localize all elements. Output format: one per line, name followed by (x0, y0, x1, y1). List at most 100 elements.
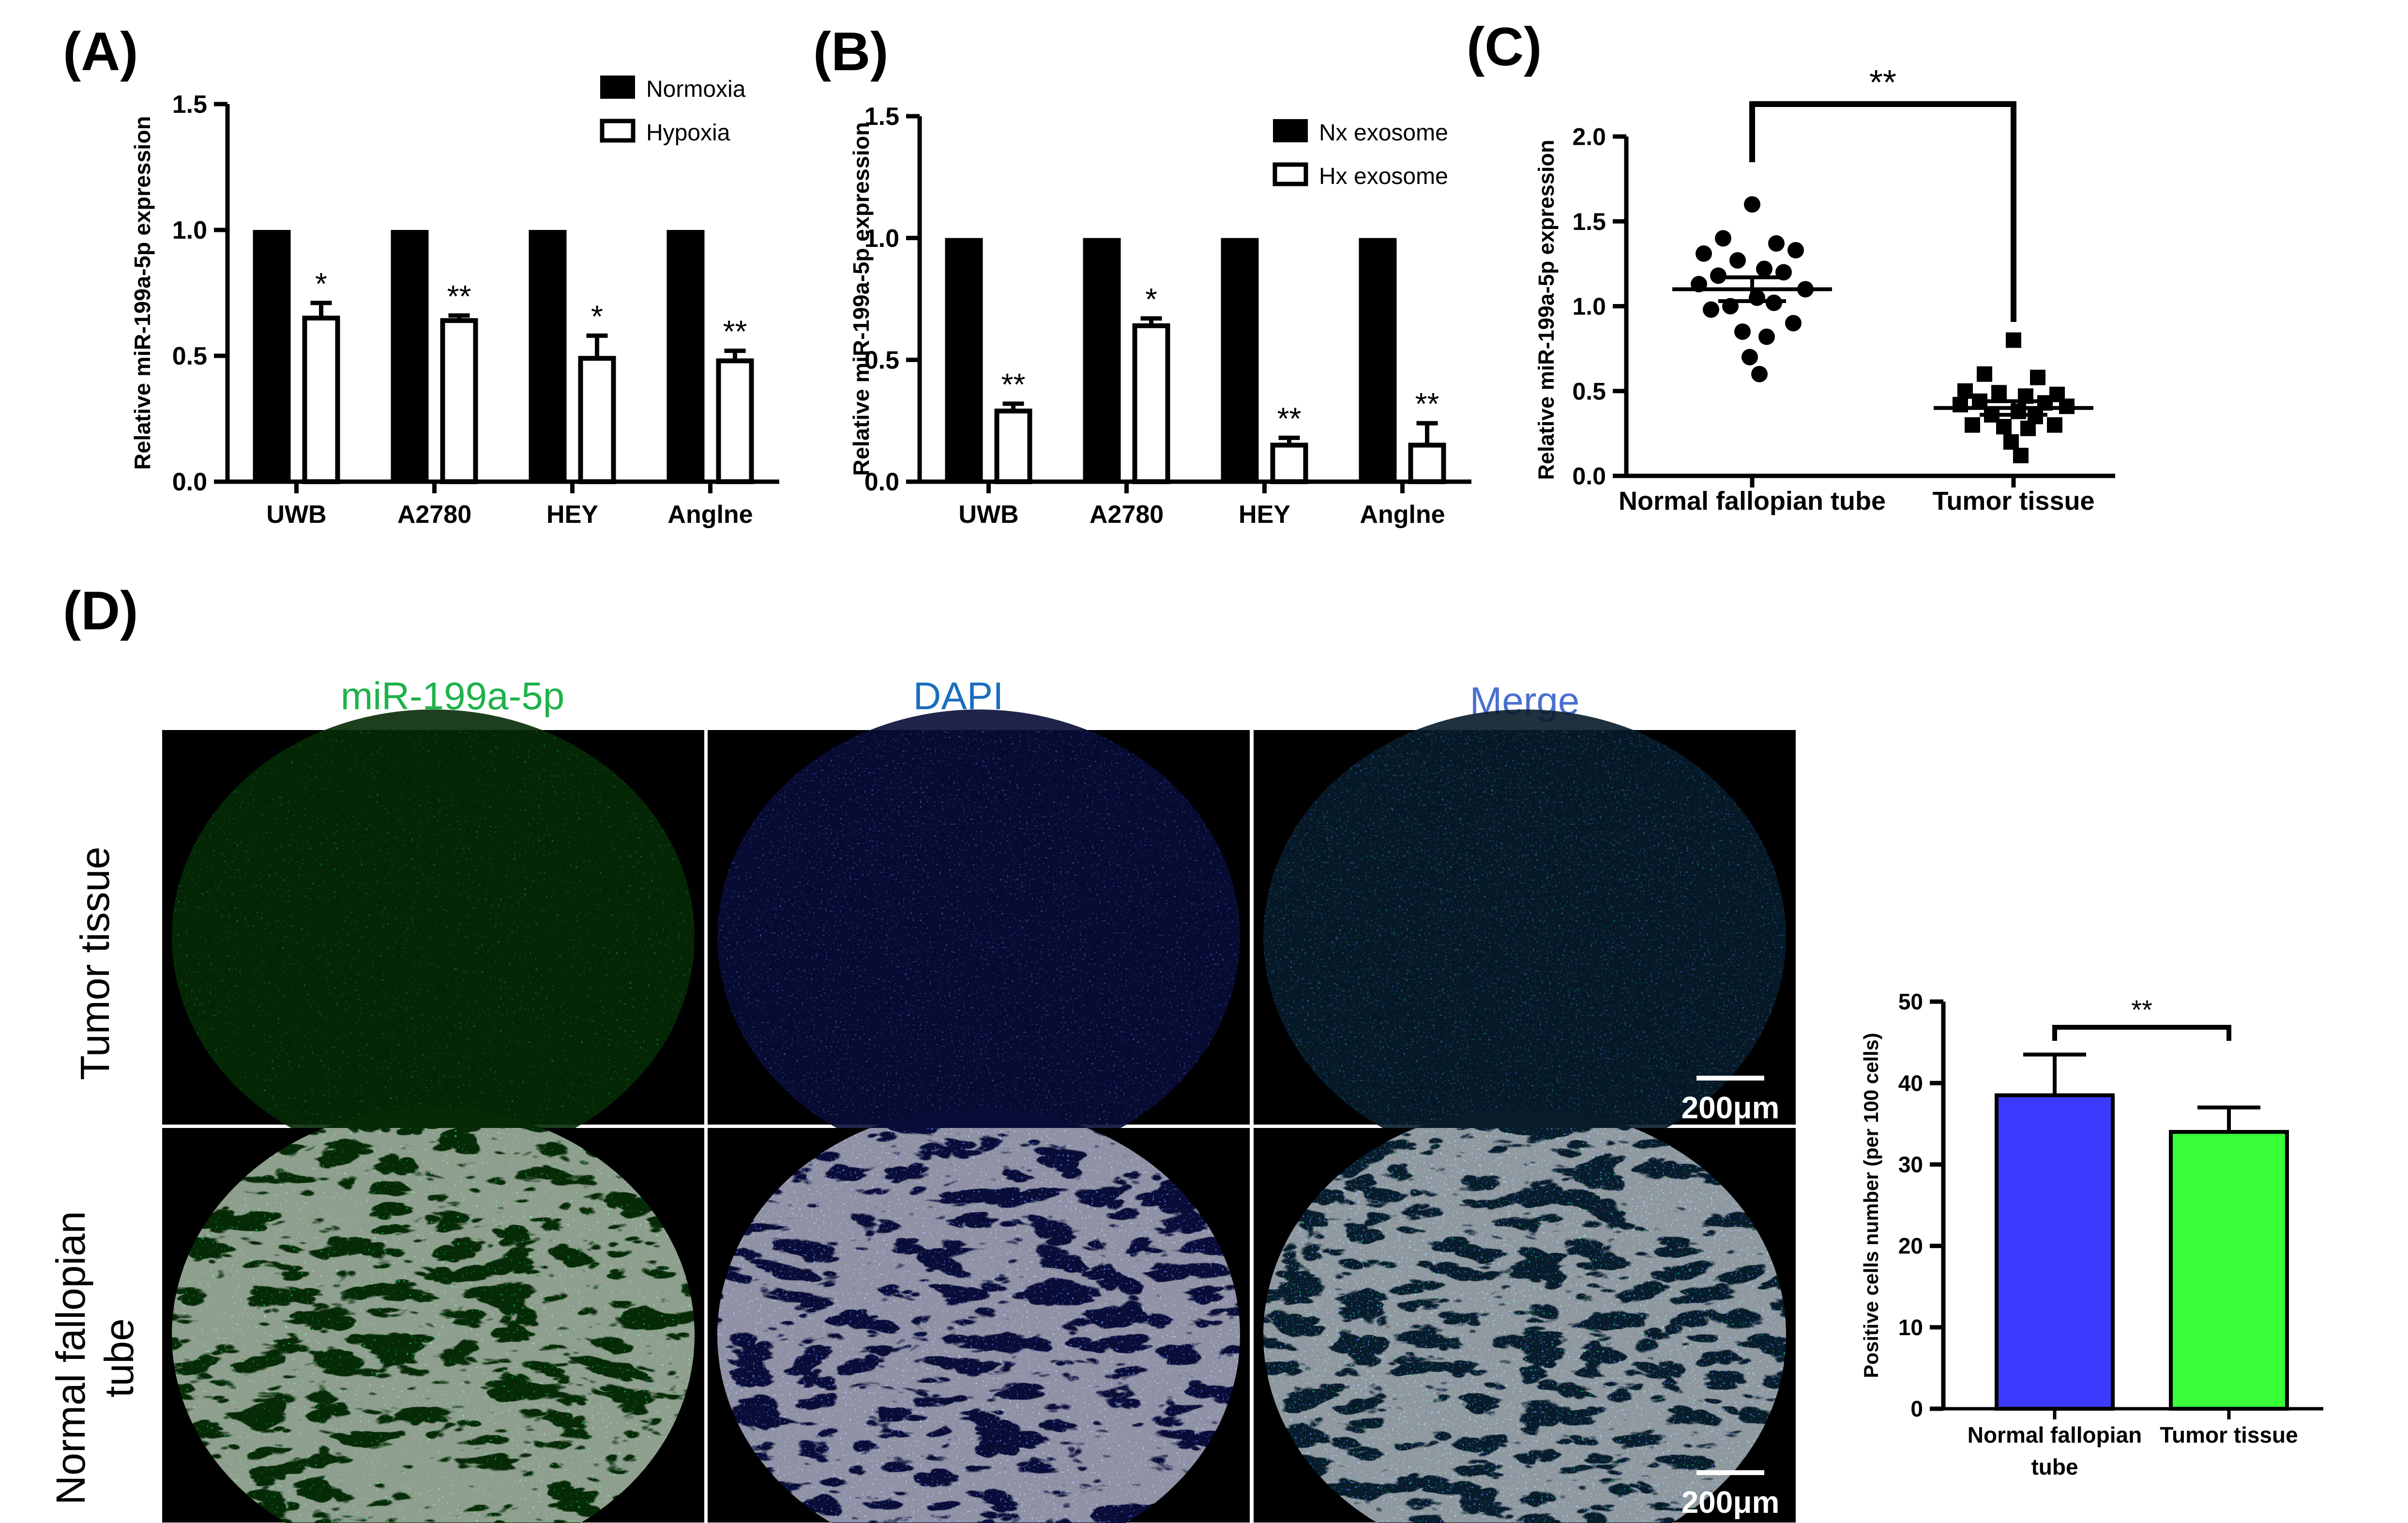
chart-c-point (1957, 383, 1973, 399)
chart-d-y-tick-label: 40 (1898, 1070, 1923, 1096)
chart-d-y-tick-label: 50 (1898, 989, 1923, 1014)
micrograph-grid: miR-199a-5p DAPI Merge Tumor tissue Norm… (48, 674, 1796, 1523)
chart-a-legend-label: Hypoxia (646, 120, 730, 146)
micrograph-tumor-green (162, 709, 704, 1165)
chart-d-x-tick-label: Tumor tissue (2160, 1422, 2298, 1447)
chart-a-y-tick-label: 1.0 (172, 216, 207, 244)
chart-a-legend-label: Normoxia (646, 76, 746, 102)
row-label-normal-line1: Normal fallopian (48, 1211, 93, 1505)
chart-b-y-axis-label: Relative miR-199a-5p expression (848, 122, 874, 476)
chart-d-x-tick-label: Normal fallopian (1968, 1422, 2142, 1447)
chart-c-y-tick-label: 2.0 (1572, 123, 1606, 151)
chart-c: 0.0 0.5 1.0 1.5 2.0 Relative miR-199a-5p expr… (1534, 63, 2115, 516)
chart-a-y-axis-label: Relative miR-199a-5p expression (130, 116, 155, 470)
chart-a-y-tick-label: 1.5 (172, 91, 207, 119)
chart-c-point (1785, 315, 1802, 332)
chart-d-y-tick-label: 0 (1910, 1396, 1923, 1421)
chart-c-point (1965, 417, 1980, 433)
chart-c-y-tick-label: 1.0 (1572, 293, 1606, 320)
chart-b-y-tick-label: 0.0 (864, 468, 899, 496)
chart-b-bar (1132, 323, 1170, 484)
chart-b-significance: ** (1415, 386, 1439, 421)
chart-c-point (1991, 385, 2007, 401)
chart-c-x-tick-label: Tumor tissue (1932, 487, 2094, 516)
micrograph-normal-blue-folds (717, 1128, 1240, 1523)
chart-c-significance-bracket (1749, 101, 2016, 322)
chart-b-y-tick-label: 0.5 (864, 347, 899, 375)
chart-b-bar (1221, 238, 1259, 482)
micrograph-normal-green (162, 1107, 704, 1523)
chart-b-x-tick-label: HEY (1239, 501, 1290, 529)
chart-c-point (1977, 366, 1992, 382)
chart-c-point (2006, 332, 2021, 348)
chart-a-legend-swatch (600, 119, 636, 143)
chart-a-bar (716, 358, 754, 485)
chart-c-point (1744, 196, 1760, 213)
chart-b-bar (1270, 442, 1308, 484)
chart-c-point (1758, 328, 1775, 345)
chart-a-legend-swatch (600, 76, 635, 99)
chart-a-bar (253, 230, 291, 482)
micrograph-tumor-green-green-signal (172, 730, 695, 1125)
chart-c-point (2020, 420, 2036, 436)
chart-b-bar (1083, 238, 1121, 482)
chart-a-y-tick-label: 0.0 (172, 468, 207, 496)
micrograph-tumor-blue-blue-signal (717, 730, 1240, 1125)
chart-d-y-tick-label: 20 (1898, 1234, 1923, 1259)
chart-b-significance: ** (1001, 367, 1026, 402)
chart-c-y-tick-label: 1.5 (1572, 208, 1606, 235)
chart-c-point (1751, 366, 1768, 382)
chart-c-point (2047, 417, 2062, 433)
chart-c-point (1715, 230, 1731, 247)
row-label-tumor: Tumor tissue (72, 847, 118, 1080)
panel-label-a: (A) (63, 21, 138, 82)
chart-c-y-tick-label: 0.0 (1572, 463, 1606, 490)
chart-b-bar (1359, 238, 1397, 482)
panel-label-c: (C) (1467, 16, 1542, 77)
chart-d-significance: ** (2131, 994, 2152, 1025)
chart-d-bar (2169, 1130, 2289, 1411)
chart-a-y-tick-label: 0.5 (172, 342, 207, 370)
chart-b-legend-swatch (1273, 119, 1308, 142)
chart-d-significance-bracket (2052, 1025, 2231, 1041)
chart-a-x-tick-label: HEY (546, 501, 598, 529)
chart-b-legend-label: Hx exosome (1319, 164, 1448, 189)
chart-c-point (1768, 235, 1785, 252)
chart-c-point (1756, 260, 1772, 277)
chart-b-legend-swatch (1272, 162, 1308, 186)
chart-a-x-tick-label: UWB (266, 501, 326, 529)
chart-c-point (1742, 349, 1758, 366)
chart-a-bar (666, 230, 705, 482)
row-label-normal-line2: tube (96, 1318, 142, 1398)
micrograph-normal-blue (708, 1107, 1250, 1523)
chart-b-bar (1408, 442, 1446, 484)
chart-a-x-tick-label: A2780 (397, 501, 471, 529)
chart-a-bar (440, 318, 478, 484)
chart-c-point (2003, 434, 2019, 450)
scale-bar-label-bottom: 200μm (1681, 1485, 1780, 1520)
chart-c-point (1996, 419, 2012, 435)
chart-b-significance: * (1145, 282, 1157, 317)
scale-bar-label-top: 200μm (1681, 1090, 1780, 1125)
chart-a-significance: ** (723, 314, 747, 349)
chart-b-x-tick-label: A2780 (1090, 501, 1164, 529)
chart-a-bar (529, 230, 567, 482)
chart-b-bar (945, 238, 983, 482)
chart-b-x-tick-label: Anglne (1360, 501, 1445, 529)
chart-b-y-tick-label: 1.5 (864, 103, 899, 131)
chart-c-y-tick-label: 0.5 (1572, 378, 1606, 405)
chart-c-point (1703, 301, 1719, 318)
panel-label-d: (D) (63, 580, 138, 641)
chart-a-significance: * (591, 299, 603, 334)
chart-b-significance: ** (1277, 401, 1302, 436)
chart-c-point (1696, 245, 1712, 262)
chart-b-y-tick-label: 1.0 (864, 225, 899, 253)
micrograph-normal-green-folds (172, 1128, 695, 1523)
chart-c-y-axis-label: Relative miR-199a-5p expression (1534, 140, 1559, 480)
chart-a-significance: ** (447, 279, 471, 314)
chart-a-bar (302, 316, 340, 484)
chart-a-x-tick-label: Anglne (667, 501, 753, 529)
chart-c-point (1787, 242, 1804, 259)
